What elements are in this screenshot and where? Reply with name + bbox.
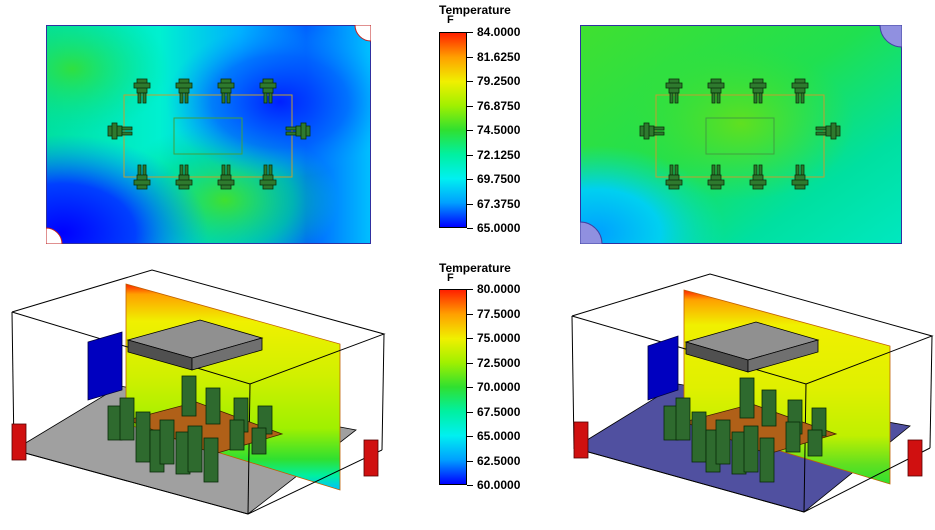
bottom-legend-tick-mark xyxy=(467,338,473,339)
top-legend-tick-mark xyxy=(467,130,473,131)
bottom-right-3d-room xyxy=(560,262,935,530)
top-legend-tick-label: 65.0000 xyxy=(477,221,521,235)
top-legend-tick-label: 67.3750 xyxy=(477,197,521,211)
top-legend-tick-label: 79.2500 xyxy=(477,74,521,88)
bottom-legend-tick-label: 72.5000 xyxy=(477,356,521,370)
bottom-legend-tick-mark xyxy=(467,387,473,388)
bottom-legend-tick-label: 77.5000 xyxy=(477,307,521,321)
top-left-contour xyxy=(46,25,371,244)
bottom-legend-colorbar xyxy=(439,289,467,485)
top-right-plan-view xyxy=(580,25,902,244)
bottom-legend-tick-label: 80.0000 xyxy=(477,282,521,296)
bottom-legend-tick-mark xyxy=(467,485,473,486)
top-legend-tick-mark xyxy=(467,179,473,180)
top-legend-tick-label: 72.1250 xyxy=(477,148,521,162)
bottom-legend-tick-label: 62.5000 xyxy=(477,454,521,468)
top-legend-tick-mark xyxy=(467,81,473,82)
top-legend-tick-mark xyxy=(467,155,473,156)
top-legend-unit: F xyxy=(447,14,454,26)
bottom-left-room-view xyxy=(11,269,386,515)
top-legend-tick-label: 69.7500 xyxy=(477,172,521,186)
top-legend-colorbar xyxy=(439,32,467,228)
bottom-legend-tick-label: 67.5000 xyxy=(477,405,521,419)
bottom-legend-tick-mark xyxy=(467,436,473,437)
bottom-legend-tick-label: 60.0000 xyxy=(477,478,521,492)
top-legend-tick-mark xyxy=(467,228,473,229)
bottom-legend-tick-mark xyxy=(467,314,473,315)
bottom-legend-unit: F xyxy=(447,272,454,284)
top-right-contour xyxy=(580,25,902,244)
bottom-legend-tick-mark xyxy=(467,289,473,290)
top-legend-tick-label: 84.0000 xyxy=(477,25,521,39)
bottom-legend-tick-label: 75.0000 xyxy=(477,331,521,345)
top-left-plan-view xyxy=(46,25,371,244)
bottom-legend-tick-mark xyxy=(467,461,473,462)
bottom-left-3d-room xyxy=(0,262,420,530)
top-legend-tick-mark xyxy=(467,106,473,107)
top-left-chairs xyxy=(107,78,311,190)
bottom-right-room-view xyxy=(571,273,934,513)
top-legend-tick-label: 74.5000 xyxy=(477,123,521,137)
top-legend-tick-mark xyxy=(467,204,473,205)
bottom-left-chairs xyxy=(107,375,273,483)
top-right-chairs xyxy=(639,78,841,190)
top-legend-title: Temperature xyxy=(439,3,511,17)
top-legend-tick-mark xyxy=(467,32,473,33)
bottom-legend-tick-mark xyxy=(467,363,473,364)
bottom-legend-tick-label: 65.0000 xyxy=(477,429,521,443)
bottom-legend-tick-label: 70.0000 xyxy=(477,380,521,394)
top-legend-tick-mark xyxy=(467,57,473,58)
bottom-right-chairs xyxy=(663,377,827,483)
bottom-legend-title: Temperature xyxy=(439,261,511,275)
top-legend-tick-label: 76.8750 xyxy=(477,99,521,113)
bottom-legend-tick-mark xyxy=(467,412,473,413)
top-legend-tick-label: 81.6250 xyxy=(477,50,521,64)
